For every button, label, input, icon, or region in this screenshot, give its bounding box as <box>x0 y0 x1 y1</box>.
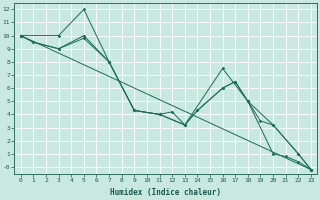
X-axis label: Humidex (Indice chaleur): Humidex (Indice chaleur) <box>110 188 221 197</box>
